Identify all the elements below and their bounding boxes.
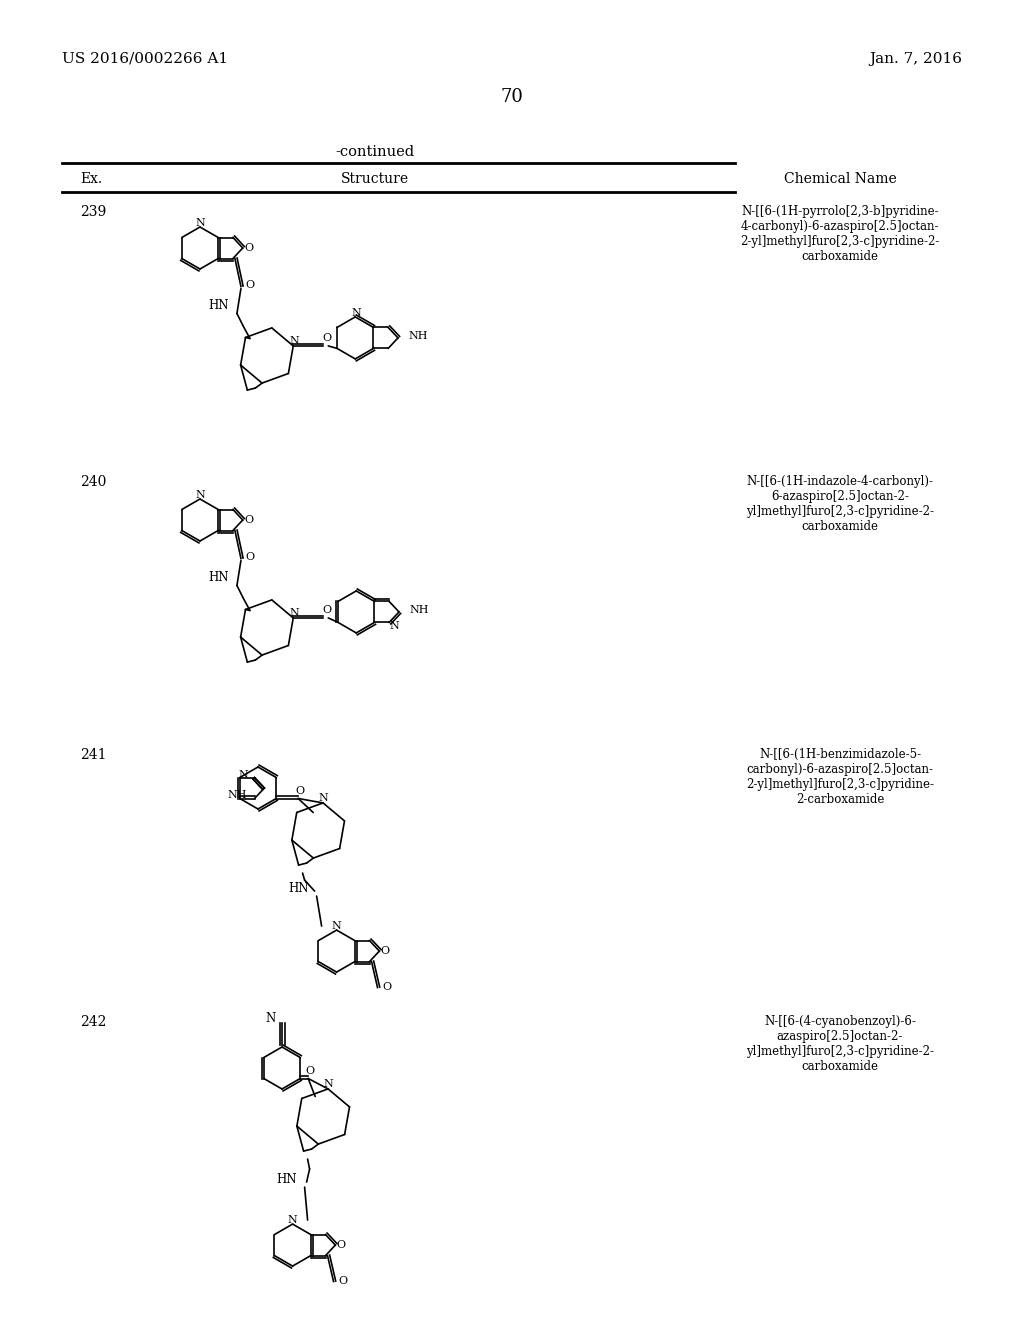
Text: HN: HN [209,300,229,312]
Text: 239: 239 [80,205,106,219]
Text: O: O [382,982,391,991]
Text: N: N [239,770,249,780]
Text: N: N [318,793,328,803]
Text: O: O [305,1065,314,1076]
Text: O: O [246,281,255,290]
Text: N: N [288,1216,298,1225]
Text: NH: NH [408,331,427,341]
Text: O: O [381,946,390,956]
Text: Chemical Name: Chemical Name [783,172,896,186]
Text: 242: 242 [80,1015,106,1030]
Text: N-[[6-(1H-indazole-4-carbonyl)-
6-azaspiro[2.5]octan-2-
yl]methyl]furo[2,3-c]pyr: N-[[6-(1H-indazole-4-carbonyl)- 6-azaspi… [746,475,934,533]
Text: O: O [296,785,305,796]
Text: N: N [332,921,341,931]
Text: N: N [351,308,361,318]
Text: N: N [389,622,399,631]
Text: N-[[6-(4-cyanobenzoyl)-6-
azaspiro[2.5]octan-2-
yl]methyl]furo[2,3-c]pyridine-2-: N-[[6-(4-cyanobenzoyl)-6- azaspiro[2.5]o… [746,1015,934,1073]
Text: 70: 70 [501,88,523,106]
Text: -continued: -continued [336,145,415,158]
Text: 240: 240 [80,475,106,488]
Text: O: O [244,515,253,525]
Text: N: N [290,335,299,346]
Text: O: O [246,553,255,562]
Text: NH: NH [227,791,247,800]
Text: O: O [323,605,332,615]
Text: N: N [196,490,205,500]
Text: Jan. 7, 2016: Jan. 7, 2016 [869,51,962,66]
Text: N: N [290,609,299,618]
Text: HN: HN [288,882,308,895]
Text: HN: HN [209,572,229,583]
Text: N: N [324,1078,333,1089]
Text: N-[[6-(1H-pyrrolo[2,3-b]pyridine-
4-carbonyl)-6-azaspiro[2.5]octan-
2-yl]methyl]: N-[[6-(1H-pyrrolo[2,3-b]pyridine- 4-carb… [740,205,940,263]
Text: Structure: Structure [341,172,409,186]
Text: US 2016/0002266 A1: US 2016/0002266 A1 [62,51,228,66]
Text: Ex.: Ex. [80,172,102,186]
Text: O: O [338,1275,347,1286]
Text: N: N [266,1012,276,1026]
Text: HN: HN [276,1172,297,1185]
Text: O: O [244,243,253,253]
Text: 241: 241 [80,748,106,762]
Text: N: N [196,218,205,228]
Text: O: O [323,333,332,343]
Text: NH: NH [409,605,428,615]
Text: N-[[6-(1H-benzimidazole-5-
carbonyl)-6-azaspiro[2.5]octan-
2-yl]methyl]furo[2,3-: N-[[6-(1H-benzimidazole-5- carbonyl)-6-a… [746,748,934,807]
Text: O: O [337,1239,346,1250]
